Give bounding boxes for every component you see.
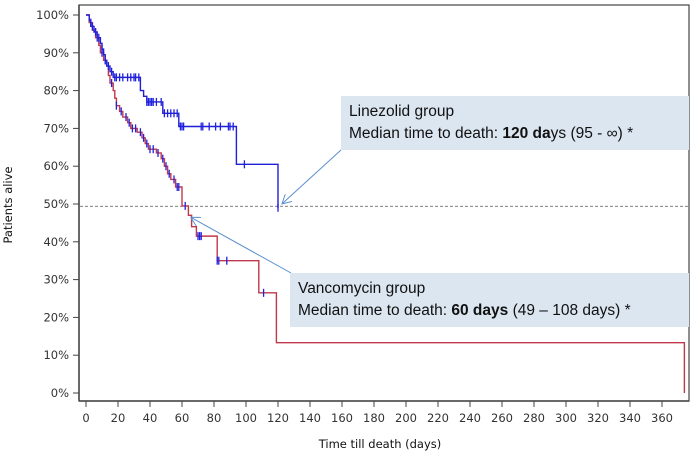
x-tick-label: 220	[427, 411, 449, 425]
y-tick-label: 100%	[36, 8, 69, 22]
x-tick-label: 0	[82, 411, 89, 425]
y-tick-label: 60%	[43, 159, 69, 173]
x-axis: 0 20 40 60 80 100 120 140 160 180 200 220 240 260 280 3…	[79, 400, 689, 425]
x-tick-label: 180	[363, 411, 385, 425]
y-tick-label: 80%	[43, 84, 69, 98]
y-tick-label: 40%	[43, 235, 69, 249]
annotation-text: Median time to death:	[298, 302, 452, 319]
annotation-arrows	[191, 149, 342, 274]
x-tick-label: 360	[651, 411, 673, 425]
y-axis-title: Patients alive	[1, 166, 15, 243]
x-tick-label: 240	[459, 411, 481, 425]
y-tick-label: 10%	[43, 348, 69, 362]
x-tick-label: 80	[207, 411, 222, 425]
y-tick-label: 90%	[43, 46, 69, 60]
x-tick-label: 60	[175, 411, 190, 425]
x-tick-label: 340	[619, 411, 641, 425]
linezolid-annotation-title: Linezolid group	[349, 103, 455, 120]
vancomycin-arrow	[191, 217, 292, 274]
x-tick-label: 100	[235, 411, 257, 425]
x-tick-label: 280	[523, 411, 545, 425]
y-axis: 0% 10% 20% 30% 40% 50% 60% 70% 80% 90% 100%	[36, 5, 80, 401]
y-tick-label: 20%	[43, 310, 69, 324]
x-tick-label: 20	[111, 411, 126, 425]
x-tick-label: 300	[555, 411, 577, 425]
linezolid-annotation-median: Median time to death: 120 days (95 - ∞) …	[349, 123, 681, 145]
linezolid-arrow	[282, 149, 342, 204]
y-tick-label: 30%	[43, 273, 69, 287]
x-axis-title: Time till death (days)	[318, 437, 442, 451]
y-tick-label: 0%	[51, 386, 69, 400]
x-tick-label: 40	[143, 411, 158, 425]
x-tick-label: 140	[299, 411, 321, 425]
vancomycin-annotation-median: Median time to death: 60 days (49 – 108 …	[298, 300, 681, 322]
plot-frame	[78, 4, 690, 402]
annotation-text: ys (95 - ∞) *	[550, 125, 634, 142]
survival-curve	[86, 14, 279, 208]
x-tick-label: 120	[267, 411, 289, 425]
linezolid-group-series	[86, 14, 279, 212]
annotation-bold-value: 60 days	[451, 302, 509, 319]
linezolid-annotation: Linezolid group Median time to death: 12…	[341, 96, 689, 150]
vancomycin-annotation: Vancomycin group Median time to death: 6…	[290, 273, 689, 327]
y-tick-label: 70%	[43, 121, 69, 135]
x-tick-label: 320	[587, 411, 609, 425]
annotation-text: Median time to death:	[349, 125, 503, 142]
y-tick-label: 50%	[43, 197, 69, 211]
x-tick-label: 260	[491, 411, 513, 425]
vancomycin-annotation-title: Vancomycin group	[298, 280, 426, 297]
x-tick-label: 200	[395, 411, 417, 425]
annotation-text: (49 – 108 days) *	[508, 302, 631, 319]
annotation-bold-value: 120 da	[502, 125, 551, 142]
x-tick-label: 160	[331, 411, 353, 425]
series-layer	[86, 14, 686, 393]
